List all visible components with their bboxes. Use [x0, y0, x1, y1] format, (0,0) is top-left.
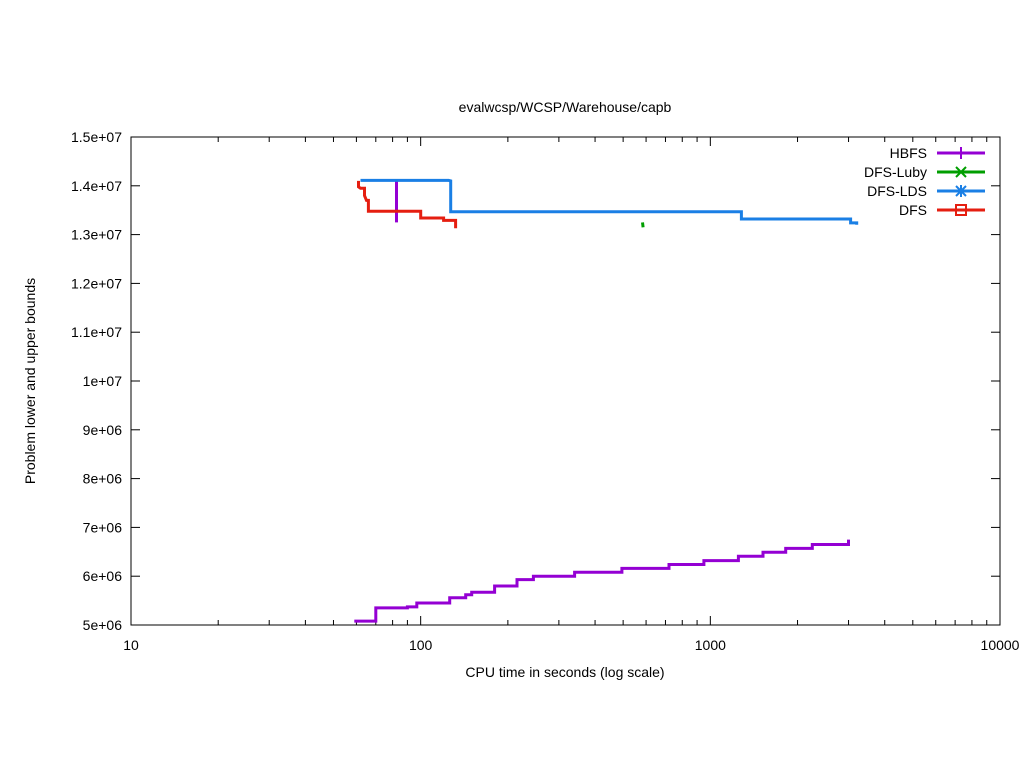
- y-axis: 5e+06 6e+06 7e+06 8e+06 9e+06 1e+07 1.1e+07 1.2…: [71, 129, 1000, 633]
- x-axis-label: CPU time in seconds (log scale): [465, 664, 664, 680]
- y-tick-label: 1.1e+07: [71, 324, 122, 340]
- y-tick-label: 1e+07: [83, 373, 123, 389]
- series-line-dfs-luby: [641, 222, 645, 228]
- x-tick-label: 1000: [695, 637, 726, 653]
- y-tick-label: 8e+06: [83, 471, 123, 487]
- series-line-dfs: [357, 180, 458, 229]
- legend-marker-dfs: [955, 204, 967, 216]
- legend-marker-hbfs: [955, 147, 967, 159]
- x-tick-label: 10: [123, 637, 139, 653]
- series-line-hbfs: [354, 539, 850, 623]
- series-line-dfs-lds: [360, 178, 859, 225]
- x-tick-label: 10000: [981, 637, 1020, 653]
- x-tick-label: 100: [409, 637, 433, 653]
- legend-marker-dfs-lds: [955, 185, 967, 197]
- legend-label-dfs-luby: DFS-Luby: [864, 164, 927, 180]
- series-group: [354, 178, 859, 623]
- legend-marker-dfs-luby: [955, 166, 967, 178]
- y-tick-label: 9e+06: [83, 422, 123, 438]
- y-tick-label: 5e+06: [83, 617, 123, 633]
- x-axis: 10 100 1000 10000: [123, 137, 1020, 653]
- y-tick-label: 6e+06: [83, 568, 123, 584]
- y-tick-label: 1.3e+07: [71, 227, 122, 243]
- legend-label-dfs: DFS: [899, 202, 927, 218]
- y-tick-label: 7e+06: [83, 519, 123, 535]
- chart-title: evalwcsp/WCSP/Warehouse/capb: [459, 99, 672, 115]
- legend: HBFS DFS-Luby DFS-LDS DFS: [864, 145, 985, 218]
- y-tick-label: 1.4e+07: [71, 178, 122, 194]
- legend-label-hbfs: HBFS: [890, 145, 927, 161]
- y-tick-label: 1.5e+07: [71, 129, 122, 145]
- y-tick-label: 1.2e+07: [71, 275, 122, 291]
- legend-label-dfs-lds: DFS-LDS: [867, 183, 927, 199]
- y-axis-label: Problem lower and upper bounds: [22, 278, 38, 484]
